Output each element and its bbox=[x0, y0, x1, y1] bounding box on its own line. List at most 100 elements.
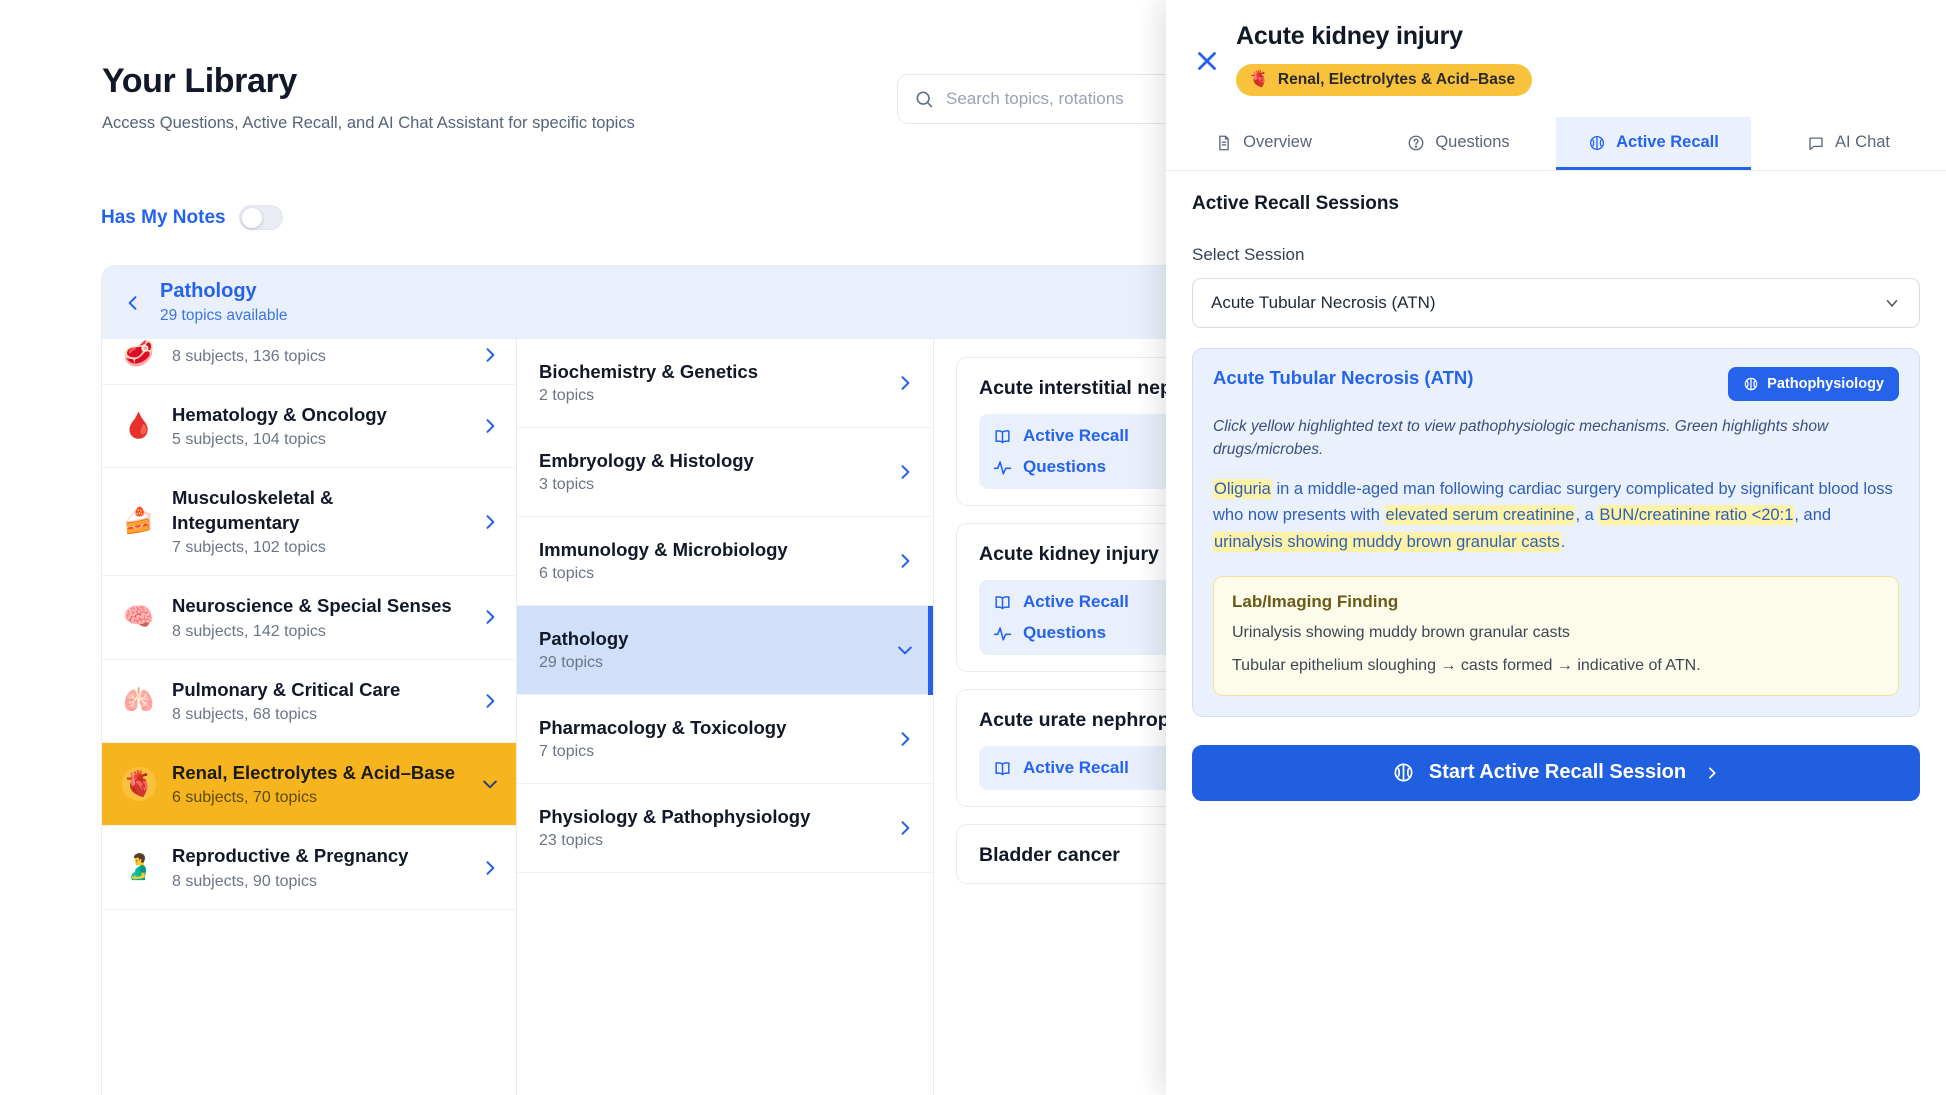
subcategory-row[interactable]: Biochemistry & Genetics 2 topics bbox=[517, 339, 933, 428]
topic-title: Acute kidney injury bbox=[979, 543, 1159, 565]
panel-tabs[interactable]: Overview Questions Active Recall AI Chat bbox=[1166, 117, 1946, 171]
book-icon bbox=[995, 761, 1010, 775]
pulse-icon bbox=[993, 626, 1012, 641]
highlighted-term[interactable]: urinalysis showing muddy brown granular … bbox=[1213, 531, 1561, 552]
close-icon[interactable] bbox=[1192, 46, 1222, 76]
start-button-label: Start Active Recall Session bbox=[1428, 761, 1687, 784]
topic-title: Acute urate nephropathy bbox=[979, 709, 1210, 731]
vignette-text: , and bbox=[1794, 506, 1832, 525]
tab-overview[interactable]: Overview bbox=[1166, 117, 1361, 170]
subjects-list[interactable]: 🥩 8 subjects, 136 topics 🩸 Hematology & Onc… bbox=[102, 339, 516, 1095]
subject-icon: 🧠 bbox=[123, 602, 155, 631]
subject-icon: 🫃 bbox=[123, 853, 155, 882]
subject-name: Pulmonary & Critical Care bbox=[172, 678, 401, 700]
topic-detail-panel: Acute kidney injury 🫀 Renal, Electrolyte… bbox=[1166, 0, 1946, 1095]
page-subtitle: Access Questions, Active Recall, and AI … bbox=[102, 114, 635, 132]
tab-questions[interactable]: Questions bbox=[1361, 117, 1556, 170]
topic-action-questions[interactable]: Questions bbox=[993, 457, 1305, 477]
topic-action-label: Questions bbox=[1023, 623, 1107, 642]
vignette-text: . bbox=[1560, 532, 1566, 551]
chevron-right-icon bbox=[901, 554, 910, 568]
chevron-right-icon bbox=[901, 732, 910, 746]
subject-icon: 🫁 bbox=[123, 686, 155, 715]
subcategory-meta: 7 topics bbox=[539, 743, 595, 760]
subcategories-column: Biochemistry & Genetics 2 topics Embryolog… bbox=[517, 266, 934, 1095]
subject-row[interactable]: 🥩 8 subjects, 136 topics bbox=[102, 339, 516, 385]
lab-box-line-2: Tubular epithelium sloughing → casts for… bbox=[1232, 656, 1701, 674]
subcategory-row[interactable]: Immunology & Microbiology 6 topics bbox=[517, 517, 933, 606]
toggle-knob bbox=[241, 207, 262, 228]
subject-icon: 🩸 bbox=[123, 411, 155, 440]
subject-name: Neuroscience & Special Senses bbox=[172, 595, 452, 617]
subject-icon: 🫀 bbox=[122, 767, 156, 802]
subcategory-name: Immunology & Microbiology bbox=[539, 539, 788, 560]
subject-name: Musculoskeletal & Integumentary bbox=[172, 487, 334, 533]
session-vignette[interactable]: Oliguria in a middle-aged man following … bbox=[1213, 476, 1899, 556]
chevron-right-icon bbox=[486, 419, 495, 434]
subject-row[interactable]: 🧠 Neuroscience & Special Senses 8 subjects… bbox=[102, 576, 516, 660]
page-header: Your Library Access Questions, Active Re… bbox=[102, 62, 635, 133]
subject-name: Hematology & Oncology bbox=[172, 404, 387, 425]
topic-title: Acute interstitial nephritis bbox=[979, 377, 1220, 399]
select-session-label: Select Session bbox=[1192, 245, 1305, 264]
subject-name: Renal, Electrolytes & Acid–Base bbox=[172, 762, 456, 784]
subject-meta: 6 subjects, 70 topics bbox=[172, 789, 317, 807]
pathophysiology-label: Pathophysiology bbox=[1767, 376, 1884, 392]
subject-icon: 🥩 bbox=[123, 340, 155, 368]
subject-meta: 8 subjects, 68 topics bbox=[172, 706, 317, 724]
subcategory-row[interactable]: Embryology & Histology 3 topics bbox=[517, 428, 933, 517]
topic-action-label: Questions bbox=[1023, 457, 1107, 476]
subject-row[interactable]: 🍰 Musculoskeletal & Integumentary 7 subjec… bbox=[102, 468, 516, 577]
topic-action-questions[interactable]: Questions bbox=[993, 623, 1305, 643]
tab-active-recall[interactable]: Active Recall bbox=[1556, 117, 1751, 170]
subcategory-name: Biochemistry & Genetics bbox=[539, 361, 758, 382]
chevron-right-icon bbox=[901, 465, 910, 479]
subject-meta: 8 subjects, 90 topics bbox=[172, 872, 317, 890]
session-select[interactable]: Acute Tubular Necrosis (ATN) bbox=[1192, 278, 1920, 328]
vignette-text: , a bbox=[1575, 506, 1599, 525]
panel-header: Acute kidney injury 🫀 Renal, Electrolyte… bbox=[1166, 0, 1946, 96]
book-icon bbox=[995, 595, 1010, 609]
breadcrumb-title[interactable]: Pathology bbox=[160, 280, 257, 302]
has-my-notes-toggle[interactable] bbox=[238, 205, 283, 230]
breadcrumb-subtitle: 29 topics available bbox=[160, 307, 288, 324]
chat-icon bbox=[1809, 136, 1823, 150]
tab-label: AI Chat bbox=[1834, 133, 1891, 151]
chevron-right-icon bbox=[486, 610, 495, 625]
subject-name: Reproductive & Pregnancy bbox=[172, 845, 409, 867]
chevron-down-icon bbox=[483, 780, 497, 789]
subject-row[interactable]: 🫃 Reproductive & Pregnancy 8 subjects, 90 … bbox=[102, 826, 516, 910]
topic-action-active-recall[interactable]: Active Recall bbox=[993, 592, 1305, 612]
subcategory-meta: 29 topics bbox=[539, 654, 604, 671]
brain-icon bbox=[1590, 135, 1605, 150]
subcategory-row[interactable]: Physiology & Pathophysiology 23 topics bbox=[517, 784, 933, 873]
subcategory-meta: 2 topics bbox=[539, 387, 595, 404]
subject-pill[interactable]: 🫀 Renal, Electrolytes & Acid–Base bbox=[1236, 64, 1533, 96]
has-my-notes-label: Has My Notes bbox=[101, 206, 226, 228]
topic-action-label: Active Recall bbox=[1023, 592, 1129, 611]
kidney-icon: 🫀 bbox=[1249, 71, 1269, 88]
highlighted-term[interactable]: Oliguria bbox=[1213, 478, 1272, 499]
highlighted-term[interactable]: BUN/creatinine ratio <20:1 bbox=[1598, 505, 1795, 526]
subject-row[interactable]: 🫀 Renal, Electrolytes & Acid–Base 6 subjec… bbox=[102, 743, 516, 827]
book-icon bbox=[995, 429, 1010, 443]
subject-row[interactable]: 🫁 Pulmonary & Critical Care 8 subjects, 68… bbox=[102, 659, 516, 744]
subcategories-list[interactable]: Biochemistry & Genetics 2 topics Embryolog… bbox=[517, 339, 933, 1095]
session-card: Acute Tubular Necrosis (ATN) Pathophysio… bbox=[1192, 348, 1920, 717]
start-active-recall-button[interactable]: Start Active Recall Session bbox=[1192, 744, 1920, 801]
chevron-left-icon[interactable] bbox=[120, 290, 146, 316]
topic-action-label: Active Recall bbox=[1023, 426, 1129, 445]
pathophysiology-button[interactable]: Pathophysiology bbox=[1728, 367, 1899, 401]
session-card-title: Acute Tubular Necrosis (ATN) bbox=[1213, 367, 1474, 388]
topic-action-active-recall[interactable]: Active Recall bbox=[993, 426, 1305, 446]
lab-box-line-1: Urinalysis showing muddy brown granular … bbox=[1232, 623, 1570, 641]
topic-action-active-recall[interactable]: Active Recall bbox=[993, 758, 1305, 778]
subject-row[interactable]: 🩸 Hematology & Oncology 5 subjects, 104 to… bbox=[102, 385, 516, 469]
tab-ai-chat[interactable]: AI Chat bbox=[1751, 117, 1946, 170]
subcategory-row[interactable]: Pharmacology & Toxicology 7 topics bbox=[517, 695, 933, 784]
chevron-right-icon bbox=[901, 821, 910, 835]
subcategory-row[interactable]: Pathology 29 topics bbox=[517, 606, 933, 695]
subject-meta: 8 subjects, 142 topics bbox=[172, 622, 326, 640]
has-my-notes-filter[interactable]: Has My Notes bbox=[101, 205, 283, 230]
highlighted-term[interactable]: elevated serum creatinine bbox=[1384, 505, 1576, 526]
